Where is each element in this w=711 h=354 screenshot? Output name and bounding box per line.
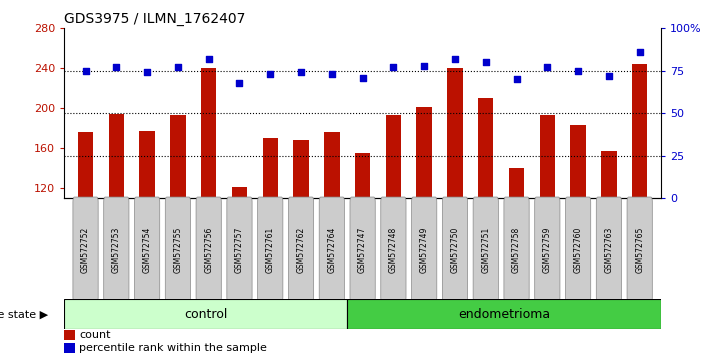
Text: GSM572756: GSM572756 [204,226,213,273]
Bar [64,343,75,353]
Bar [170,115,186,198]
Bar [64,331,75,341]
Point [572,68,584,74]
Point [80,68,91,74]
FancyBboxPatch shape [473,197,498,302]
Bar [417,107,432,198]
Text: GDS3975 / ILMN_1762407: GDS3975 / ILMN_1762407 [64,12,245,26]
Text: GSM572760: GSM572760 [574,226,582,273]
Bar [201,68,216,198]
Bar [294,140,309,198]
Text: GSM572754: GSM572754 [143,226,151,273]
Bar [139,131,155,198]
Bar [478,98,493,198]
Text: GSM572748: GSM572748 [389,227,398,273]
Point [480,59,491,65]
Bar [632,64,648,198]
Bar [447,68,463,198]
Text: GSM572761: GSM572761 [266,227,274,273]
Point [419,63,430,69]
Text: GSM572747: GSM572747 [358,226,367,273]
Text: GSM572762: GSM572762 [296,227,306,273]
Text: GSM572757: GSM572757 [235,226,244,273]
FancyBboxPatch shape [319,197,344,302]
Point [387,64,399,70]
FancyBboxPatch shape [134,197,160,302]
Point [295,70,306,75]
FancyBboxPatch shape [597,197,621,302]
Bar [602,151,616,198]
FancyBboxPatch shape [565,197,591,302]
Bar [355,153,370,198]
Text: GSM572765: GSM572765 [635,226,644,273]
Bar [324,132,340,198]
Point [634,49,646,55]
Point [603,73,614,79]
FancyBboxPatch shape [627,197,652,302]
Point [449,56,461,62]
Point [141,70,153,75]
Text: GSM572751: GSM572751 [481,227,491,273]
FancyBboxPatch shape [104,197,129,302]
Bar [64,299,347,329]
Point [510,76,522,82]
Text: disease state ▶: disease state ▶ [0,309,48,319]
FancyBboxPatch shape [504,197,529,302]
Text: GSM572749: GSM572749 [419,226,429,273]
Text: GSM572759: GSM572759 [542,226,552,273]
FancyBboxPatch shape [535,197,560,302]
Point [111,64,122,70]
Point [234,80,245,86]
Bar [540,115,555,198]
FancyBboxPatch shape [289,197,314,302]
FancyBboxPatch shape [73,197,98,302]
Bar [109,114,124,198]
Bar [347,299,661,329]
FancyBboxPatch shape [165,197,191,302]
Text: endometrioma: endometrioma [458,308,550,321]
FancyBboxPatch shape [196,197,221,302]
Bar [385,115,401,198]
FancyBboxPatch shape [442,197,468,302]
FancyBboxPatch shape [412,197,437,302]
Text: GSM572750: GSM572750 [451,226,459,273]
Bar [77,132,93,198]
Text: GSM572752: GSM572752 [81,227,90,273]
Point [203,56,215,62]
Text: count: count [79,330,110,341]
Text: GSM572763: GSM572763 [604,226,614,273]
FancyBboxPatch shape [381,197,406,302]
Bar [232,187,247,198]
Text: percentile rank within the sample: percentile rank within the sample [79,343,267,353]
Text: GSM572764: GSM572764 [327,226,336,273]
Point [326,72,338,77]
FancyBboxPatch shape [257,197,283,302]
Point [172,64,183,70]
Text: control: control [183,308,227,321]
FancyBboxPatch shape [350,197,375,302]
Point [264,72,276,77]
Text: GSM572755: GSM572755 [173,226,183,273]
Bar [509,168,524,198]
Bar [570,125,586,198]
FancyBboxPatch shape [227,197,252,302]
Point [542,64,553,70]
Text: GSM572753: GSM572753 [112,226,121,273]
Bar [262,138,278,198]
Point [357,75,368,80]
Text: GSM572758: GSM572758 [512,227,521,273]
